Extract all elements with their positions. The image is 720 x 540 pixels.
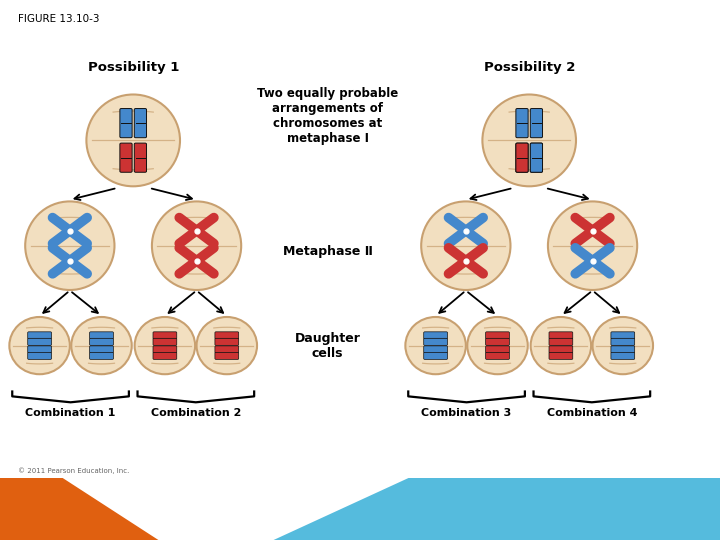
FancyBboxPatch shape [153,346,177,353]
Ellipse shape [25,201,114,290]
FancyBboxPatch shape [611,346,635,353]
Ellipse shape [197,317,257,374]
FancyBboxPatch shape [153,338,177,346]
Text: Combination 1: Combination 1 [25,408,116,418]
FancyBboxPatch shape [423,353,448,360]
Ellipse shape [9,317,70,374]
FancyBboxPatch shape [485,338,510,346]
FancyBboxPatch shape [611,353,635,360]
FancyBboxPatch shape [27,353,52,360]
Ellipse shape [531,317,591,374]
Ellipse shape [135,317,195,374]
FancyBboxPatch shape [485,353,510,360]
FancyBboxPatch shape [27,332,52,339]
Text: FIGURE 13.10-3: FIGURE 13.10-3 [18,14,99,24]
FancyBboxPatch shape [423,332,448,339]
Text: Combination 4: Combination 4 [546,408,637,418]
Ellipse shape [421,201,510,290]
Ellipse shape [593,317,653,374]
FancyBboxPatch shape [120,109,132,138]
FancyBboxPatch shape [516,143,528,172]
FancyBboxPatch shape [531,143,543,172]
Text: Daughter
cells: Daughter cells [294,332,361,360]
Polygon shape [130,335,720,540]
Text: Metaphase Ⅱ: Metaphase Ⅱ [283,245,372,258]
FancyBboxPatch shape [120,143,132,172]
FancyBboxPatch shape [215,353,239,360]
FancyBboxPatch shape [516,143,528,172]
Text: © 2011 Pearson Education, Inc.: © 2011 Pearson Education, Inc. [18,468,130,474]
FancyBboxPatch shape [423,346,448,353]
Ellipse shape [548,201,637,290]
FancyBboxPatch shape [549,346,573,353]
Ellipse shape [467,317,528,374]
Bar [0,62,720,478]
FancyBboxPatch shape [611,338,635,346]
FancyBboxPatch shape [215,338,239,346]
FancyBboxPatch shape [89,353,114,360]
Text: Possibility 2: Possibility 2 [484,61,575,74]
Text: Possibility 1: Possibility 1 [88,61,179,74]
FancyBboxPatch shape [485,332,510,339]
FancyBboxPatch shape [153,332,177,339]
FancyBboxPatch shape [89,332,114,339]
Text: Combination 2: Combination 2 [150,408,241,418]
FancyBboxPatch shape [516,109,528,138]
Polygon shape [0,437,158,540]
FancyBboxPatch shape [485,346,510,353]
Text: Combination 3: Combination 3 [421,408,512,418]
Ellipse shape [86,94,180,186]
Ellipse shape [405,317,466,374]
FancyBboxPatch shape [549,353,573,360]
FancyBboxPatch shape [531,109,543,138]
FancyBboxPatch shape [153,353,177,360]
FancyBboxPatch shape [89,338,114,346]
FancyBboxPatch shape [423,338,448,346]
FancyBboxPatch shape [89,346,114,353]
FancyBboxPatch shape [134,109,147,138]
FancyBboxPatch shape [27,338,52,346]
Ellipse shape [482,94,576,186]
FancyBboxPatch shape [134,143,147,172]
FancyBboxPatch shape [215,346,239,353]
Ellipse shape [152,201,241,290]
FancyBboxPatch shape [215,332,239,339]
FancyBboxPatch shape [549,338,573,346]
Ellipse shape [71,317,132,374]
FancyBboxPatch shape [531,143,543,172]
Text: Two equally probable
arrangements of
chromosomes at
metaphase I: Two equally probable arrangements of chr… [257,87,398,145]
FancyBboxPatch shape [611,332,635,339]
FancyBboxPatch shape [549,332,573,339]
FancyBboxPatch shape [27,346,52,353]
